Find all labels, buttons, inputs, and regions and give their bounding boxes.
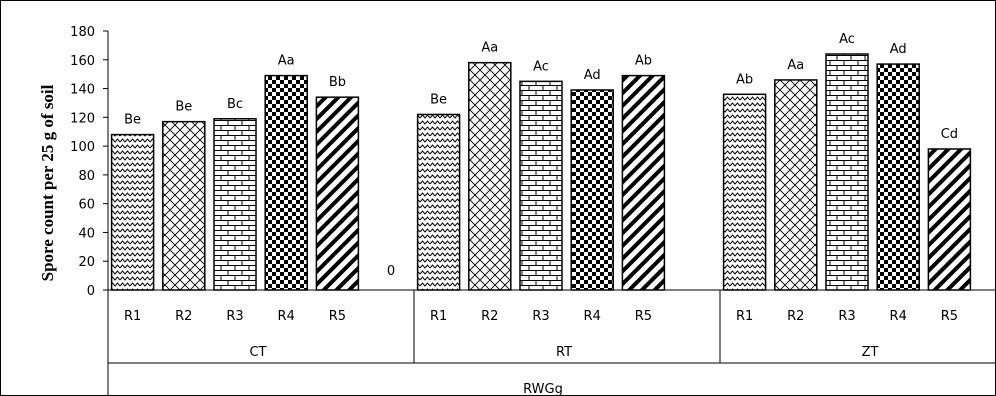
bar-data-label: Ad [584, 68, 601, 83]
bar [825, 53, 869, 291]
bar-data-label: Aa [278, 54, 295, 69]
plot-area: 0 20 40 60 80 100 120 140 160 180 Be R1 Be R2 Bc R3 Aa R4… [70, 25, 996, 396]
group-label: CT [249, 345, 266, 360]
bar-data-label: Be [124, 113, 141, 128]
bar-data-label: Aa [481, 41, 498, 56]
y-tick-label: 60 [78, 198, 95, 213]
x-tick-label: R4 [890, 309, 907, 324]
bar-data-label: Ac [533, 59, 549, 74]
bar-data-label: Bb [329, 75, 346, 90]
bar-data-label: Be [430, 92, 447, 107]
x-tick-label: R2 [481, 309, 498, 324]
x-tick-label: R1 [124, 309, 141, 324]
y-tick-label: 80 [78, 169, 95, 184]
bar [416, 113, 461, 291]
x-tick-label: R5 [329, 309, 346, 324]
group-label: RT [556, 345, 572, 360]
group-label: ZT [862, 345, 879, 360]
y-tick-label: 140 [70, 83, 95, 98]
x-tick-label: R5 [941, 309, 958, 324]
bar [213, 118, 257, 291]
bar [110, 133, 155, 291]
x-tick-label: R2 [787, 309, 804, 324]
bar [722, 93, 767, 291]
x-tick-label: R5 [635, 309, 652, 324]
bar-data-label: Ac [839, 32, 855, 47]
x-tick-label: R3 [532, 309, 549, 324]
x-tick-label: R2 [175, 309, 192, 324]
bar-data-label: Ab [635, 54, 652, 69]
y-tick-label: 20 [78, 255, 95, 270]
bar [621, 74, 666, 291]
y-tick-label: 120 [70, 111, 95, 126]
bar [927, 148, 972, 291]
y-tick-label: 180 [70, 25, 95, 40]
x-tick-label: R4 [584, 309, 601, 324]
x-tick-label: R1 [736, 309, 753, 324]
bar-data-label: Aa [787, 58, 804, 73]
y-tick-label: 0 [87, 284, 95, 299]
bar-data-label: Ad [890, 42, 907, 57]
bar [162, 120, 206, 291]
zero-value-label: 0 [387, 264, 395, 279]
y-tick-label: 100 [70, 140, 95, 155]
bar [876, 63, 920, 291]
x-tick-label: R3 [838, 309, 855, 324]
bar [468, 61, 512, 291]
bar-data-label: Cd [941, 127, 958, 142]
x-tick-label: R1 [430, 309, 447, 324]
bar-data-label: Ab [736, 72, 753, 87]
y-tick-label: 160 [70, 54, 95, 69]
bar-data-label: Bc [227, 97, 243, 112]
bar [315, 96, 360, 291]
bar [264, 74, 308, 291]
bar [570, 89, 614, 291]
bar [774, 79, 818, 291]
x-tick-label: R4 [278, 309, 295, 324]
bar-data-label: Be [175, 100, 192, 115]
outer-group-label: RWGg [523, 382, 563, 396]
x-tick-label: R3 [226, 309, 243, 324]
y-axis-title: Spore count per 25 g of soil [38, 84, 57, 281]
y-tick-label: 40 [78, 226, 95, 241]
bar [519, 80, 563, 291]
